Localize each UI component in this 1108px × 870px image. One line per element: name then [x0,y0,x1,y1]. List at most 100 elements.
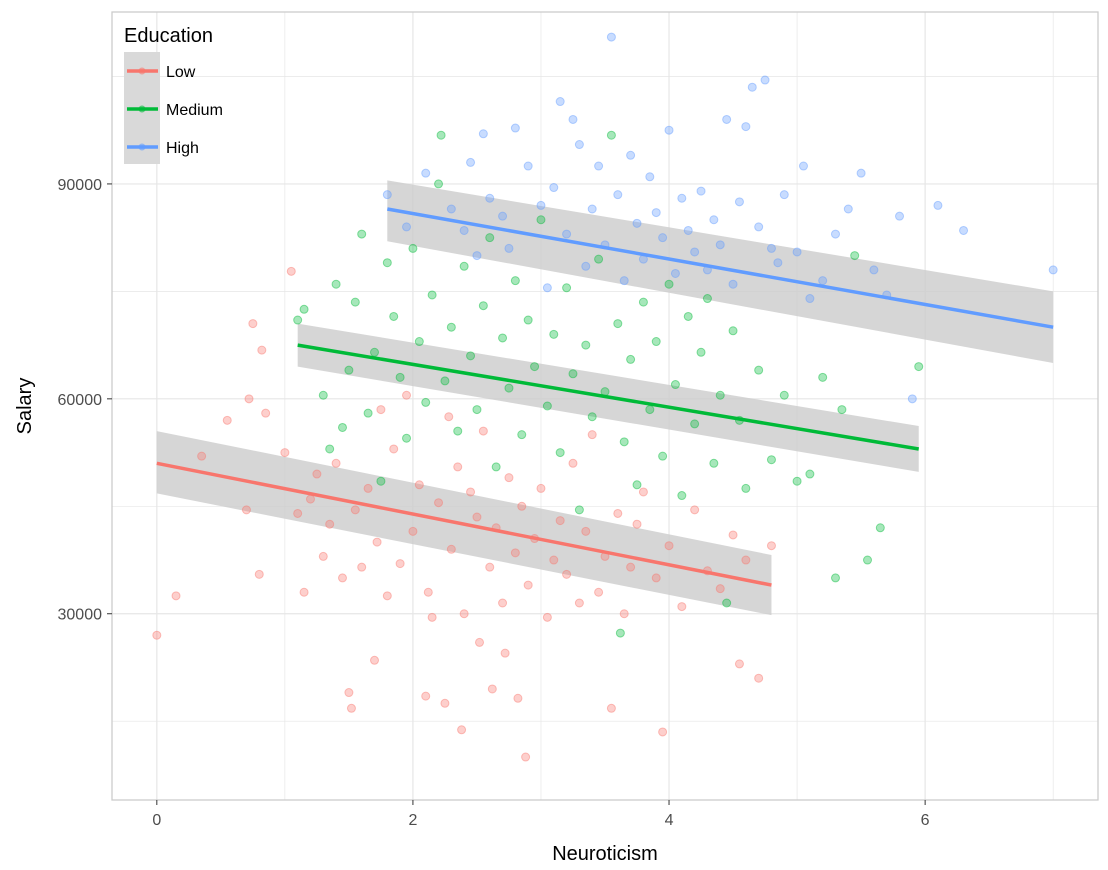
point-medium [766,455,776,465]
point-low [504,473,514,483]
point-low [715,584,725,594]
point-low [613,508,623,518]
point-high [504,243,514,253]
point-medium [318,390,328,400]
point-medium [638,297,648,307]
point-medium [562,283,572,293]
legend-label-medium: Medium [166,102,223,119]
point-low [312,469,322,479]
y-tick-label: 90000 [58,177,103,194]
point-low [542,612,552,622]
point-high [594,161,604,171]
point-high [754,222,764,232]
point-medium [709,458,719,468]
point-high [581,261,591,271]
point-medium [875,523,885,533]
point-medium [837,405,847,415]
point-low [299,587,309,597]
point-high [555,97,565,107]
point-medium [664,279,674,289]
point-high [683,225,693,235]
point-medium [805,469,815,479]
point-high [670,268,680,278]
point-low [734,659,744,669]
point-low [632,519,642,529]
y-axis-title: Salary [14,378,36,435]
point-low [171,591,181,601]
point-high [606,32,616,42]
point-high [619,276,629,286]
point-low [638,487,648,497]
point-high [613,190,623,200]
point-high [466,157,476,167]
point-high [658,233,668,243]
point-medium [446,322,456,332]
x-tick-label: 2 [408,812,417,829]
point-high [805,294,815,304]
point-low [562,569,572,579]
x-axis-title: Neuroticism [552,843,658,865]
point-low [555,516,565,526]
point-medium [395,372,405,382]
legend-key-point-high [138,143,146,151]
point-medium [626,354,636,364]
point-medium [504,383,514,393]
point-medium [478,301,488,311]
point-low [257,345,267,355]
point-high [959,225,969,235]
point-low [254,569,264,579]
point-low [741,555,751,565]
point-high [651,208,661,218]
point-low [395,559,405,569]
point-high [798,161,808,171]
point-high [677,193,687,203]
point-high [760,75,770,85]
point-low [619,609,629,619]
point-medium [344,365,354,375]
point-low [350,505,360,515]
point-medium [363,408,373,418]
point-low [487,684,497,694]
point-high [498,211,508,221]
point-low [408,526,418,536]
point-medium [485,233,495,243]
point-medium [542,401,552,411]
point-high [690,247,700,257]
point-low [197,451,207,461]
legend-key-point-low [138,67,146,75]
point-medium [414,337,424,347]
point-low [536,483,546,493]
y-tick-label: 30000 [58,607,103,624]
point-low [475,637,485,647]
point-low [248,319,258,329]
point-low [244,394,254,404]
point-low [293,508,303,518]
point-medium [370,347,380,357]
point-high [779,190,789,200]
point-high [382,190,392,200]
point-low [222,415,232,425]
point-medium [536,215,546,225]
point-low [728,530,738,540]
point-medium [466,351,476,361]
point-medium [389,311,399,321]
point-medium [421,397,431,407]
point-high [856,168,866,178]
point-medium [645,405,655,415]
point-high [542,283,552,293]
point-high [523,161,533,171]
point-low [346,703,356,713]
point-low [500,648,510,658]
point-low [513,693,523,703]
point-low [457,725,467,735]
point-medium [658,451,668,461]
x-tick-label: 6 [921,812,930,829]
fit-line-high [387,207,1054,329]
point-medium [722,598,732,608]
point-low [510,548,520,558]
point-low [280,448,290,458]
point-medium [613,319,623,329]
point-high [568,114,578,124]
point-high [766,243,776,253]
